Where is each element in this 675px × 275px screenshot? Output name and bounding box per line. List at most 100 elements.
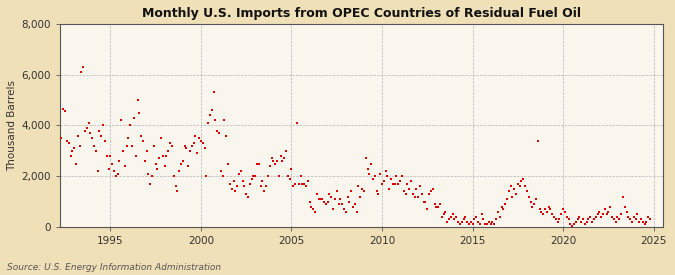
Point [331, 189, 342, 194]
Point [552, 220, 563, 224]
Point [304, 199, 315, 204]
Point [529, 202, 539, 206]
Point [420, 199, 431, 204]
Point [433, 205, 443, 209]
Point [431, 205, 441, 209]
Point [69, 146, 80, 150]
Point [424, 192, 435, 196]
Point [176, 161, 186, 166]
Point [572, 217, 583, 222]
Point [518, 177, 529, 181]
Point [636, 217, 647, 222]
Point [99, 139, 110, 143]
Point [545, 207, 556, 211]
Point [408, 192, 418, 196]
Point [210, 118, 221, 123]
Point [117, 149, 128, 153]
Point [422, 207, 433, 211]
Point [239, 184, 250, 189]
Point [333, 202, 344, 206]
Point [114, 159, 125, 163]
Point [478, 217, 489, 222]
Point [360, 156, 371, 161]
Point [290, 182, 300, 186]
Point [562, 215, 572, 219]
Point [398, 189, 409, 194]
Point [581, 220, 592, 224]
Point [451, 215, 462, 219]
Point [270, 161, 281, 166]
Point [188, 141, 199, 145]
Point [368, 177, 379, 181]
Point [145, 182, 156, 186]
Point [587, 220, 597, 224]
Point [59, 109, 70, 114]
Point [413, 194, 424, 199]
Point [568, 222, 579, 227]
Point [460, 215, 470, 219]
Point [143, 172, 154, 176]
Point [170, 184, 181, 189]
Point [237, 179, 248, 183]
Point [181, 146, 192, 150]
Point [85, 131, 96, 135]
Point [219, 118, 230, 123]
Point [362, 166, 373, 171]
Point [297, 182, 308, 186]
Point [621, 210, 632, 214]
Point [384, 187, 395, 191]
Point [119, 164, 130, 168]
Point [300, 184, 311, 189]
Point [543, 205, 554, 209]
Point [601, 212, 612, 216]
Point [565, 222, 576, 227]
Point [462, 220, 472, 224]
Point [246, 177, 257, 181]
Point [514, 184, 525, 189]
Point [266, 156, 277, 161]
Point [105, 154, 115, 158]
Point [179, 144, 190, 148]
Point [563, 217, 574, 222]
Point [241, 192, 252, 196]
Point [96, 133, 107, 138]
Point [215, 169, 226, 173]
Point [165, 141, 176, 145]
Point [634, 220, 645, 224]
Point [295, 174, 306, 178]
Point [626, 220, 637, 224]
Point [61, 139, 72, 143]
Point [567, 224, 578, 228]
Point [163, 149, 173, 153]
Point [116, 118, 127, 123]
Point [454, 222, 465, 227]
Point [538, 212, 549, 216]
Point [340, 210, 351, 214]
Point [268, 159, 279, 163]
Point [230, 189, 241, 194]
Point [585, 215, 595, 219]
Point [284, 177, 295, 181]
Point [446, 215, 456, 219]
Point [498, 207, 509, 211]
Point [63, 141, 74, 145]
Point [438, 212, 449, 216]
Point [255, 184, 266, 189]
Point [641, 220, 652, 224]
Point [213, 131, 224, 135]
Point [605, 205, 616, 209]
Point [90, 149, 101, 153]
Point [112, 172, 123, 176]
Point [458, 217, 469, 222]
Point [56, 136, 67, 140]
Point [250, 174, 261, 178]
Point [130, 154, 141, 158]
Point [156, 136, 167, 140]
Point [639, 222, 650, 227]
Point [159, 164, 170, 168]
Point [273, 174, 284, 178]
Point [599, 207, 610, 211]
Point [449, 217, 460, 222]
Point [87, 136, 98, 140]
Point [525, 199, 536, 204]
